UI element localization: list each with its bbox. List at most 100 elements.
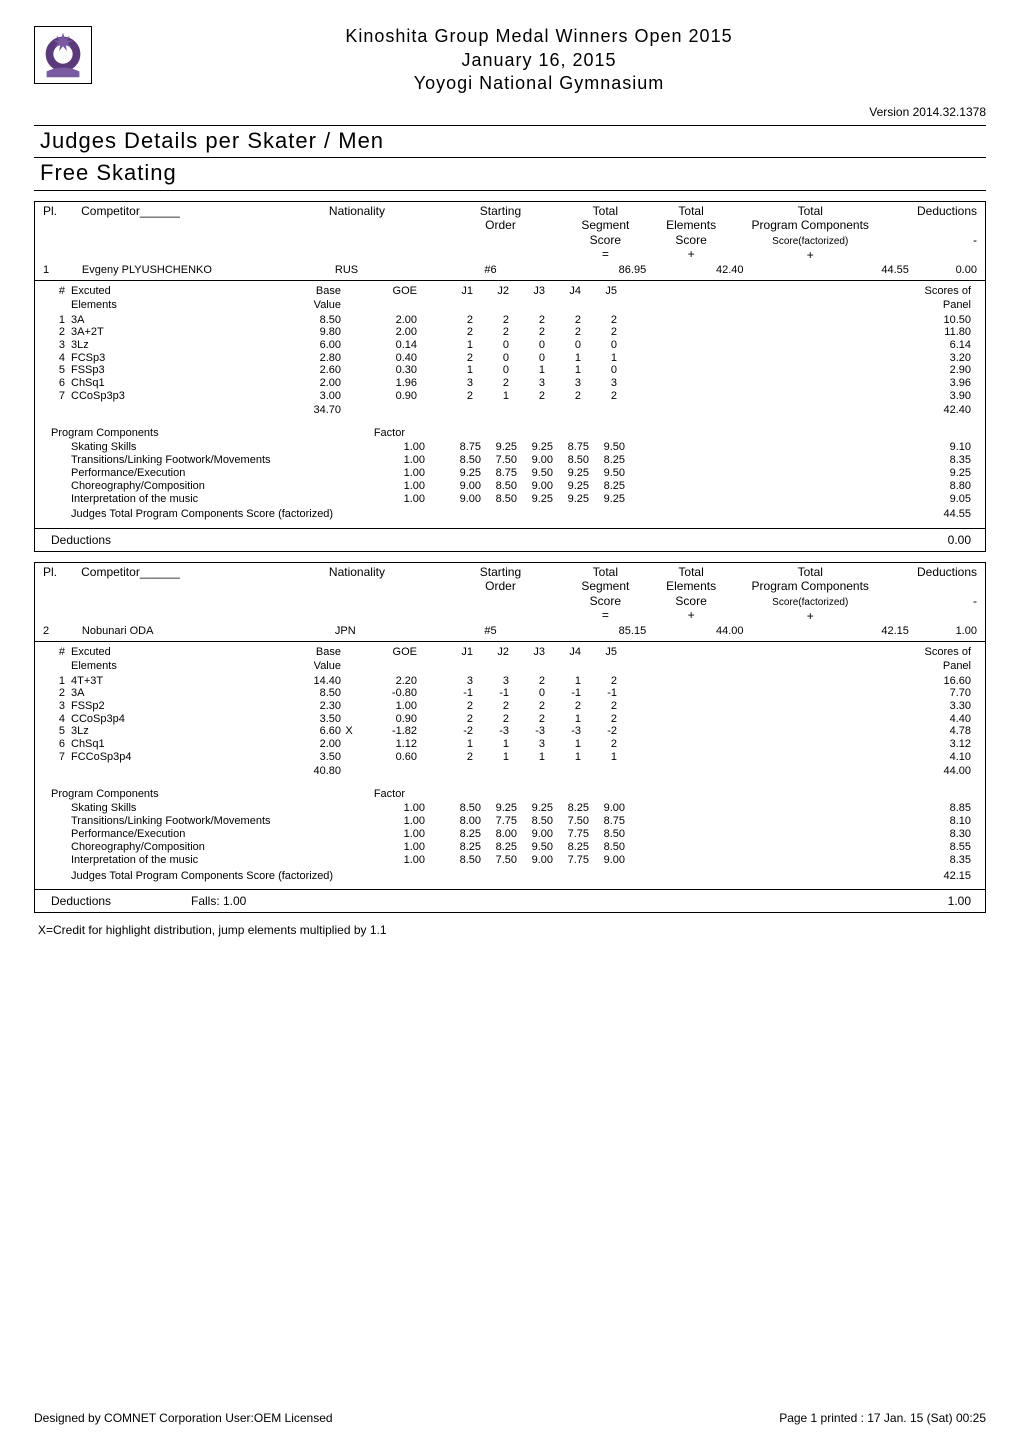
elem-hdr-j1: J1 [437, 646, 473, 672]
col-hdr-start-order: Starting Order [443, 565, 557, 623]
element-j1: 2 [437, 390, 473, 403]
element-j5: 2 [581, 326, 617, 339]
col-hdr-deductions-label: Deductions [917, 565, 977, 579]
pc-j2: 8.25 [481, 841, 517, 854]
col-hdr-nationality: Nationality [329, 204, 443, 262]
elem-hdr-executed: ExcutedElements [71, 646, 281, 672]
element-j1: 3 [437, 675, 473, 688]
elem-hdr-j5: J5 [581, 285, 617, 311]
pc-factor: 1.00 [373, 854, 425, 867]
element-goe: 0.60 [357, 751, 437, 764]
pc-header-label: Program Components [43, 788, 353, 801]
element-j2: 0 [473, 364, 509, 377]
element-j5: 3 [581, 377, 617, 390]
element-score: 3.20 [617, 352, 977, 365]
element-j4: -3 [545, 725, 581, 738]
element-rows: 1 4T+3T 14.40 2.20 3 3 2 1 2 16.60 2 3A … [43, 675, 977, 763]
equals-sign: = [602, 247, 609, 261]
element-goe: 1.96 [357, 377, 437, 390]
element-j4: 1 [545, 364, 581, 377]
element-number: 6 [43, 377, 71, 390]
col-hdr-pc-score-sub: Score(factorized) [772, 597, 848, 608]
element-j5: 0 [581, 339, 617, 352]
element-name: FSSp2 [71, 700, 281, 713]
element-j2: 2 [473, 314, 509, 327]
section-title: Judges Details per Skater / Men [34, 125, 986, 157]
val-pl: 2 [43, 625, 82, 638]
pc-j1: 8.25 [445, 841, 481, 854]
pc-j2: 8.00 [481, 828, 517, 841]
pc-score: 8.55 [625, 841, 977, 854]
element-score: 7.70 [617, 687, 977, 700]
element-j1: 3 [437, 377, 473, 390]
element-base: 8.50 [281, 687, 341, 700]
pc-j5: 8.50 [589, 841, 625, 854]
element-x [341, 687, 357, 700]
element-base: 3.50 [281, 751, 341, 764]
deductions-label: Deductions [43, 533, 181, 547]
element-base: 9.80 [281, 326, 341, 339]
pc-name: Skating Skills [43, 441, 373, 454]
pc-j3: 9.00 [517, 480, 553, 493]
pc-score: 8.30 [625, 828, 977, 841]
col-hdr-elements-score: TotalElementsScore + [653, 204, 729, 262]
pc-row: Transitions/Linking Footwork/Movements 1… [43, 815, 977, 828]
col-hdr-deductions: Deductions - [891, 565, 977, 623]
col-hdr-start-order-l2: Order [485, 579, 516, 593]
equals-sign: = [602, 608, 609, 622]
val-nationality: JPN [335, 625, 452, 638]
element-base: 6.60 [281, 725, 341, 738]
deductions-value: 0.00 [901, 533, 977, 547]
element-score: 4.10 [617, 751, 977, 764]
pc-score: 8.80 [625, 480, 977, 493]
element-j4: 2 [545, 314, 581, 327]
element-x [341, 675, 357, 688]
element-j1: 2 [437, 314, 473, 327]
col-hdr-segment-score: TotalSegmentScore = [558, 204, 653, 262]
element-row: 2 3A 8.50 -0.80 -1 -1 0 -1 -1 7.70 [43, 687, 977, 700]
pc-j2: 8.50 [481, 493, 517, 506]
pc-j5: 9.50 [589, 467, 625, 480]
elem-hdr-executed: ExcutedElements [71, 285, 281, 311]
element-j3: 3 [509, 377, 545, 390]
page-footer: Designed by COMNET Corporation User:OEM … [34, 1411, 986, 1425]
element-j2: 2 [473, 377, 509, 390]
val-competitor: Evgeny PLYUSHCHENKO [82, 264, 335, 277]
pc-j1: 8.50 [445, 854, 481, 867]
element-row: 3 FSSp2 2.30 1.00 2 2 2 2 2 3.30 [43, 700, 977, 713]
col-hdr-start-order-l1: Starting [480, 565, 521, 579]
element-j5: 1 [581, 751, 617, 764]
elem-hdr-sop: Scores ofPanel [617, 646, 977, 672]
element-score: 3.12 [617, 738, 977, 751]
element-number: 5 [43, 725, 71, 738]
element-row: 6 ChSq1 2.00 1.96 3 2 3 3 3 3.96 [43, 377, 977, 390]
pc-j5: 9.00 [589, 802, 625, 815]
element-j4: 1 [545, 738, 581, 751]
element-base: 2.00 [281, 738, 341, 751]
pc-name: Skating Skills [43, 802, 373, 815]
element-name: ChSq1 [71, 738, 281, 751]
element-name: FSSp3 [71, 364, 281, 377]
pc-j4: 9.25 [553, 480, 589, 493]
version-label: Version 2014.32.1378 [34, 105, 986, 119]
val-deductions: 1.00 [909, 625, 977, 638]
element-j1: 2 [437, 700, 473, 713]
val-segment-score: 85.15 [568, 625, 646, 638]
element-name: 4T+3T [71, 675, 281, 688]
element-j5: 2 [581, 675, 617, 688]
element-goe: 0.40 [357, 352, 437, 365]
pc-score: 9.05 [625, 493, 977, 506]
element-j1: 2 [437, 326, 473, 339]
element-base: 2.00 [281, 377, 341, 390]
elem-hdr-j2: J2 [473, 285, 509, 311]
pc-judges-total-label: Judges Total Program Components Score (f… [43, 508, 333, 521]
element-x [341, 326, 357, 339]
plus-sign-2: + [807, 248, 814, 262]
element-number: 2 [43, 687, 71, 700]
element-j2: 2 [473, 713, 509, 726]
element-j2: -1 [473, 687, 509, 700]
pc-j3: 9.00 [517, 854, 553, 867]
val-start-no: #6 [452, 264, 530, 277]
elem-hdr-j3: J3 [509, 285, 545, 311]
pc-j5: 9.50 [589, 441, 625, 454]
